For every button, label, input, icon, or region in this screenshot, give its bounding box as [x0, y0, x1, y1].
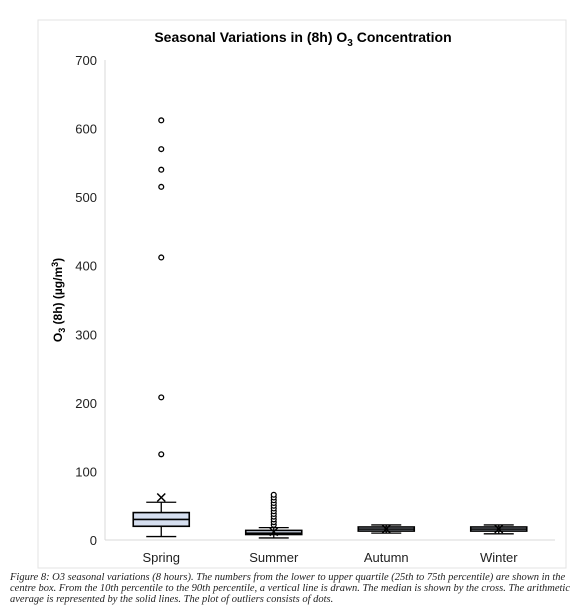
y-tick-label: 300	[75, 327, 97, 342]
x-axis: Spring Summer Autumn Winter	[105, 539, 555, 565]
chart-frame	[37, 19, 567, 569]
mean-marker	[381, 524, 391, 534]
outlier-point	[158, 394, 165, 401]
y-axis-label: O3 (8h) (µg/m3)	[50, 258, 67, 342]
mean-marker	[156, 492, 166, 503]
box-winter	[469, 524, 528, 535]
y-tick-label: 500	[75, 190, 97, 205]
outlier-point	[158, 254, 165, 261]
svg-text:O3 (8h) (µg/m3): O3 (8h) (µg/m3)	[50, 258, 67, 342]
box-series	[132, 117, 528, 539]
outlier-point	[158, 183, 165, 190]
y-tick-label: 400	[75, 259, 97, 274]
outlier-point	[158, 166, 165, 173]
outlier-point	[158, 146, 165, 153]
y-tick-label: 200	[75, 396, 97, 411]
figure-caption: Figure 8: O3 seasonal variations (8 hour…	[10, 572, 570, 605]
boxplot-chart: Seasonal Variations in (8h) O3 Concentra…	[37, 19, 567, 569]
mean-marker	[494, 524, 504, 534]
x-tick-label: Winter	[480, 550, 518, 565]
box-autumn	[357, 524, 416, 534]
x-tick-label: Summer	[249, 550, 299, 565]
y-axis: 0 100 200 300 400 500 600 700	[75, 53, 106, 548]
mean-marker	[269, 527, 279, 537]
box-spring	[132, 117, 191, 538]
y-tick-label: 700	[75, 53, 97, 68]
y-tick-label: 0	[90, 533, 97, 548]
y-tick-label: 100	[75, 464, 97, 479]
outlier-point	[270, 491, 277, 498]
x-tick-label: Spring	[142, 550, 180, 565]
outlier-point	[158, 117, 165, 124]
outlier-point	[158, 451, 165, 458]
box-summer	[244, 491, 303, 539]
x-tick-label: Autumn	[364, 550, 409, 565]
chart-title: Seasonal Variations in (8h) O3 Concentra…	[154, 29, 451, 49]
y-tick-label: 600	[75, 122, 97, 137]
